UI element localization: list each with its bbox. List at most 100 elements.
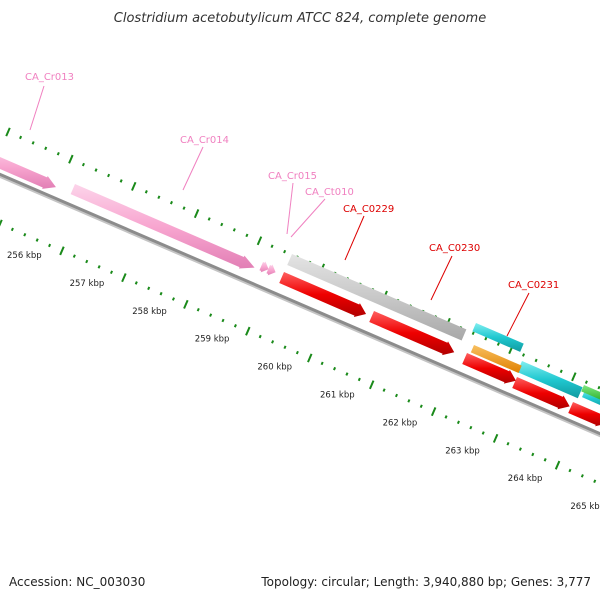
minor-tick	[534, 358, 538, 363]
accession-text: Accession: NC_003030	[9, 575, 145, 589]
minor-tick	[469, 425, 473, 430]
minor-tick	[159, 291, 163, 296]
feature-ca-c0230-gray	[287, 254, 467, 341]
minor-tick	[97, 265, 101, 269]
inner-tick-ring	[0, 219, 597, 484]
feature-label-ca-c0230: CA_C0230	[429, 243, 480, 254]
minor-tick	[580, 474, 584, 478]
leader-line-ca-c0229	[344, 215, 365, 261]
scale-label: 261 kbp	[320, 391, 355, 401]
minor-tick	[171, 297, 175, 301]
leader-line-ca-cr014	[182, 146, 204, 191]
major-tick	[245, 326, 251, 336]
minor-tick	[157, 195, 161, 200]
minor-tick	[182, 206, 186, 210]
map-title: Clostridium acetobutylicum ATCC 824, com…	[114, 11, 486, 26]
minor-tick	[56, 151, 60, 156]
minor-tick	[543, 458, 547, 462]
minor-tick	[134, 281, 138, 285]
minor-tick	[23, 232, 27, 237]
minor-tick	[518, 447, 522, 451]
minor-tick	[593, 479, 597, 484]
minor-tick	[85, 259, 89, 264]
feature-label-layer: CA_Cr013 CA_Cr014 CA_Cr015 CA_Ct010 CA_C0229…	[25, 72, 559, 291]
minor-tick	[456, 420, 460, 425]
feature-ca-cr013	[0, 156, 56, 189]
minor-tick	[481, 431, 485, 435]
major-tick	[256, 236, 263, 246]
minor-tick	[233, 324, 237, 328]
minor-tick	[245, 233, 249, 238]
major-tick	[369, 380, 375, 390]
minor-tick	[232, 228, 236, 232]
minor-tick	[471, 331, 475, 336]
outer-tick-ring	[5, 127, 600, 390]
leader-line-ca-c0231	[506, 292, 530, 337]
major-tick	[131, 181, 137, 191]
feature-ca-c0230	[369, 311, 455, 356]
feature-ca-ct010	[266, 264, 276, 276]
minor-tick	[107, 173, 111, 178]
feature-label-ca-c0231: CA_C0231	[508, 280, 559, 291]
minor-tick	[419, 404, 423, 408]
minor-tick	[72, 254, 76, 258]
minor-tick	[547, 364, 551, 368]
minor-tick	[357, 377, 361, 382]
minor-tick	[283, 345, 287, 350]
minor-tick	[345, 372, 349, 376]
major-tick	[183, 299, 189, 309]
feature-ca-cr014	[70, 184, 255, 269]
minor-tick	[31, 141, 35, 145]
minor-tick	[207, 217, 211, 221]
minor-tick	[320, 361, 324, 366]
minor-tick	[48, 243, 52, 248]
feature-green	[581, 385, 600, 400]
minor-tick	[407, 399, 411, 403]
minor-tick	[147, 286, 151, 291]
minor-tick	[44, 146, 48, 151]
genome-summary-text: Topology: circular; Length: 3,940,880 bp…	[260, 575, 591, 589]
major-tick	[68, 154, 74, 164]
minor-tick	[169, 200, 173, 205]
leader-line-ca-cr013	[29, 85, 45, 131]
feature-ca-cr015	[259, 261, 269, 273]
minor-tick	[35, 238, 39, 242]
minor-tick	[584, 380, 588, 384]
minor-tick	[333, 366, 337, 371]
scale-label: 264 kbp	[508, 474, 543, 484]
minor-tick	[597, 385, 600, 390]
major-tick	[430, 407, 437, 417]
feature-red-d	[512, 377, 570, 410]
major-tick	[59, 246, 65, 256]
scale-label: 265 kbp	[570, 502, 600, 512]
scale-label: 262 kbp	[383, 418, 418, 428]
minor-tick	[444, 415, 448, 419]
minor-tick	[119, 179, 123, 183]
minor-tick	[94, 168, 98, 172]
minor-tick	[144, 190, 148, 194]
minor-tick	[19, 135, 23, 140]
scale-label: 259 kbp	[195, 335, 230, 345]
minor-tick	[484, 336, 488, 341]
major-tick	[193, 209, 200, 219]
major-tick	[307, 353, 313, 363]
minor-tick	[506, 441, 510, 446]
major-tick	[492, 433, 499, 443]
scale-label: 263 kbp	[445, 446, 480, 456]
minor-tick	[531, 452, 535, 457]
scale-label: 257 kbp	[70, 279, 105, 289]
feature-label-ca-cr014: CA_Cr014	[180, 135, 229, 146]
feature-ca-c0231-cyan-b	[517, 361, 583, 399]
feature-ca-c0229	[279, 272, 367, 317]
major-tick	[571, 372, 577, 382]
minor-tick	[258, 334, 262, 339]
minor-tick	[221, 318, 225, 323]
major-tick	[121, 273, 127, 283]
backbone-line	[0, 172, 600, 436]
feature-ca-c0231	[462, 353, 517, 384]
minor-tick	[496, 342, 500, 346]
major-tick	[554, 460, 561, 470]
minor-tick	[283, 249, 287, 254]
feature-label-ca-c0229: CA_C0229	[343, 204, 394, 215]
